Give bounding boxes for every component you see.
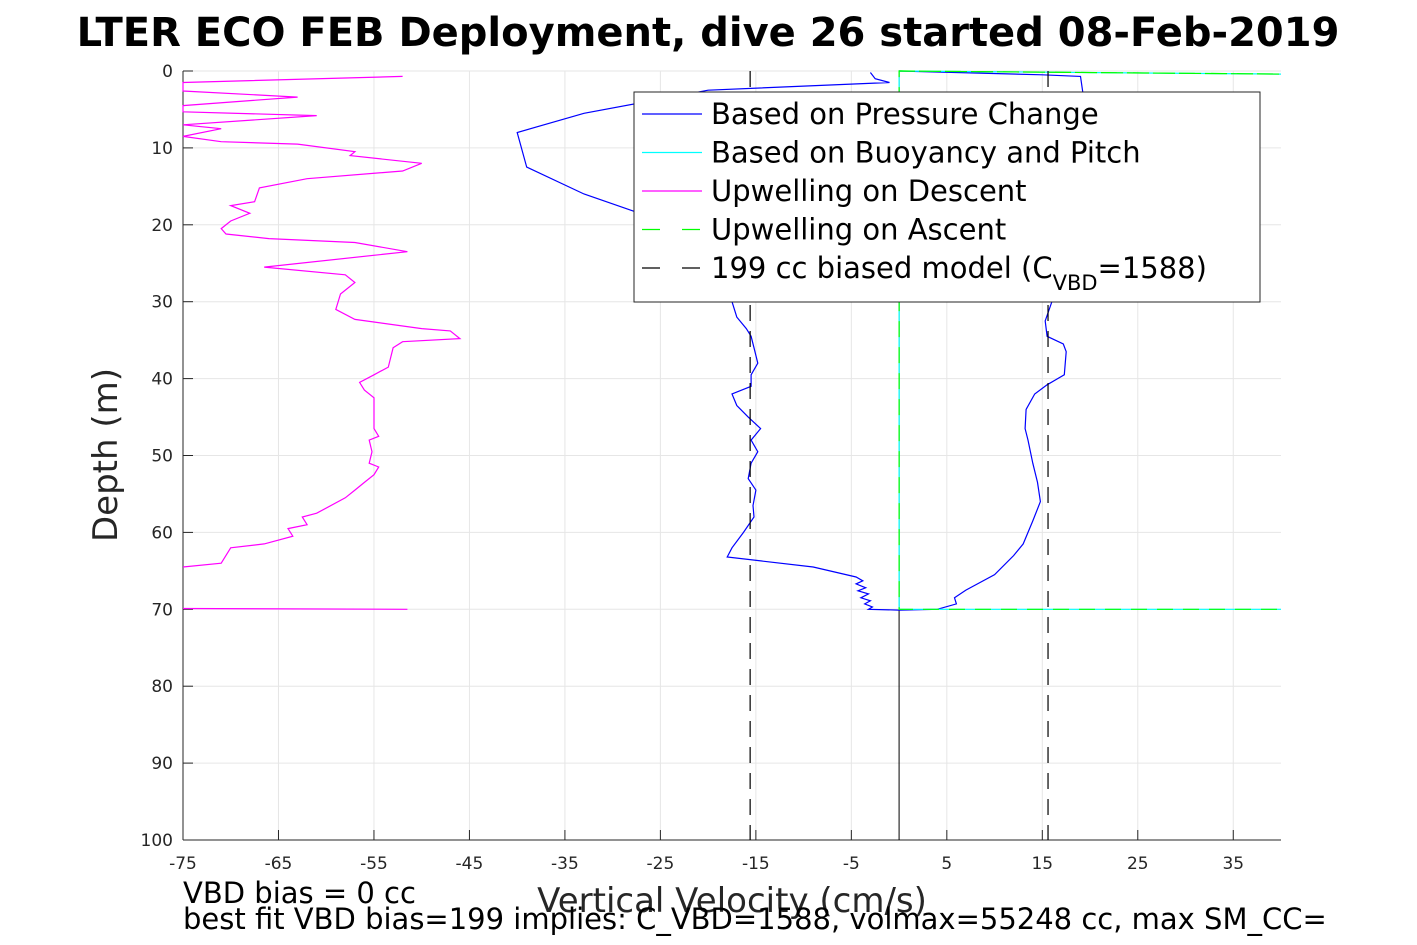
x-tick-label: -45 — [456, 854, 484, 874]
y-tick-label: 30 — [151, 293, 173, 313]
y-tick-label: 20 — [151, 216, 173, 236]
series-line — [182, 75, 462, 568]
legend-box — [633, 91, 1261, 303]
y-tick-label: 0 — [162, 62, 173, 82]
y-tick-label: 100 — [141, 831, 173, 851]
y-tick-label: 40 — [151, 370, 173, 390]
y-tick-label: 60 — [151, 523, 173, 543]
legend-entry-label: Upwelling on Descent — [711, 174, 1027, 208]
annotation-vbd-bias: VBD bias = 0 cc — [183, 876, 416, 910]
y-tick-label: 10 — [151, 139, 173, 159]
x-tick-label: 5 — [941, 854, 952, 874]
x-tick-label: -75 — [169, 854, 197, 874]
legend-entry-label: Based on Pressure Change — [711, 97, 1099, 131]
series-line-segment — [182, 607, 408, 610]
series-line — [516, 70, 1086, 611]
series-3 — [182, 75, 462, 610]
x-tick-label: -25 — [647, 854, 675, 874]
y-tick-label: 90 — [151, 754, 173, 774]
series-line — [898, 70, 1282, 610]
x-tick-label: -5 — [843, 854, 860, 874]
series-layer — [182, 70, 1282, 840]
y-tick-label: 80 — [151, 677, 173, 697]
x-tick-labels: -75 -65 -55 -45 -35 -25 -15 -5 5 15 25 35 — [169, 854, 1244, 874]
x-tick-label: -55 — [360, 854, 388, 874]
annotation-best-fit: best fit VBD bias=199 implies: C_VBD=158… — [183, 902, 1327, 936]
chart-title: LTER ECO FEB Deployment, dive 26 started… — [77, 10, 1340, 56]
x-tick-label: -15 — [742, 854, 770, 874]
x-tick-label: 15 — [1031, 854, 1053, 874]
y-axis-label: Depth (m) — [86, 368, 126, 542]
x-tick-label: -65 — [265, 854, 293, 874]
x-axis-label: Vertical Velocity (cm/s) — [537, 881, 927, 921]
y-tick-label: 50 — [151, 447, 173, 467]
x-tick-label: 25 — [1127, 854, 1149, 874]
legend: Based on Pressure Change Based on Buoyanc… — [633, 91, 1261, 303]
series-4 — [898, 70, 1282, 610]
series-1 — [516, 70, 1086, 611]
x-tick-label: -35 — [551, 854, 579, 874]
legend-entry-label: 199 cc biased model (CVBD=1588) — [711, 251, 1207, 295]
legend-entry-label: Based on Buoyancy and Pitch — [711, 136, 1141, 170]
y-tick-label: 70 — [151, 600, 173, 620]
legend-entry-label: Upwelling on Ascent — [711, 213, 1006, 247]
y-tick-labels: 0 10 20 30 40 50 60 70 80 90 100 — [141, 62, 173, 851]
x-tick-label: 35 — [1222, 854, 1244, 874]
